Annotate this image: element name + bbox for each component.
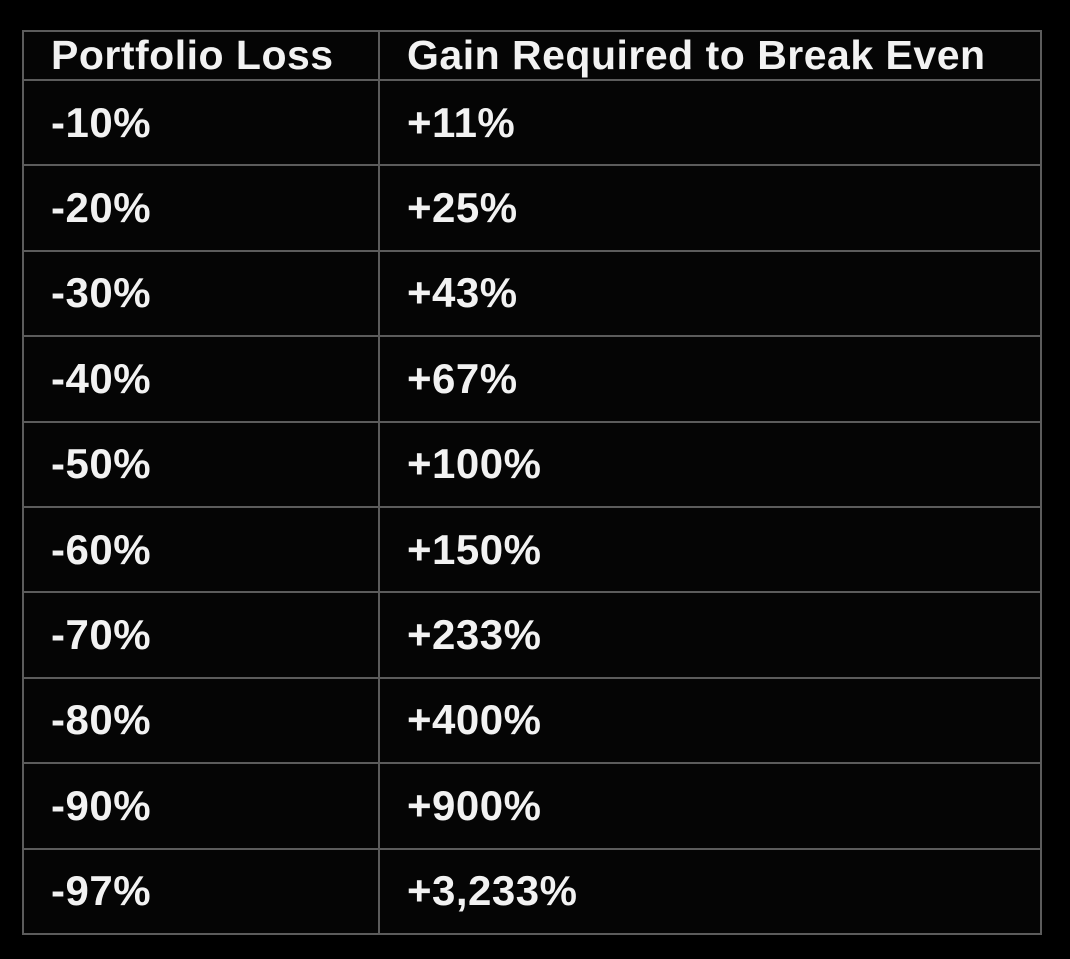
portfolio-loss-cell: -30% [22, 249, 380, 338]
table-row: -40% +67% [22, 335, 1042, 423]
gain-required-cell: +400% [378, 676, 1042, 765]
header-portfolio-loss: Portfolio Loss [22, 30, 380, 81]
table-row: -80% +400% [22, 676, 1042, 765]
gain-required-cell: +3,233% [378, 847, 1042, 936]
header-gain-required: Gain Required to Break Even [378, 30, 1042, 81]
table-row: -30% +43% [22, 249, 1042, 338]
breakeven-table: Portfolio Loss Gain Required to Break Ev… [22, 30, 1042, 936]
breakeven-table-container: Portfolio Loss Gain Required to Break Ev… [22, 30, 1042, 936]
portfolio-loss-cell: -97% [22, 847, 380, 936]
portfolio-loss-cell: -20% [22, 164, 380, 252]
portfolio-loss-cell: -40% [22, 335, 380, 423]
portfolio-loss-cell: -60% [22, 505, 380, 594]
gain-required-cell: +900% [378, 762, 1042, 850]
gain-required-cell: +25% [378, 164, 1042, 252]
table-row: -10% +11% [22, 78, 1042, 167]
table-row: -90% +900% [22, 762, 1042, 850]
table-row: -50% +100% [22, 420, 1042, 508]
table-row: -20% +25% [22, 164, 1042, 252]
portfolio-loss-cell: -10% [22, 78, 380, 167]
gain-required-cell: +43% [378, 249, 1042, 338]
table-row: -97% +3,233% [22, 847, 1042, 936]
portfolio-loss-cell: -80% [22, 676, 380, 765]
gain-required-cell: +67% [378, 335, 1042, 423]
portfolio-loss-cell: -50% [22, 420, 380, 508]
gain-required-cell: +11% [378, 78, 1042, 167]
table-row: -70% +233% [22, 591, 1042, 679]
table-row: -60% +150% [22, 505, 1042, 594]
gain-required-cell: +150% [378, 505, 1042, 594]
portfolio-loss-cell: -70% [22, 591, 380, 679]
gain-required-cell: +233% [378, 591, 1042, 679]
portfolio-loss-cell: -90% [22, 762, 380, 850]
gain-required-cell: +100% [378, 420, 1042, 508]
header-row: Portfolio Loss Gain Required to Break Ev… [22, 30, 1042, 81]
